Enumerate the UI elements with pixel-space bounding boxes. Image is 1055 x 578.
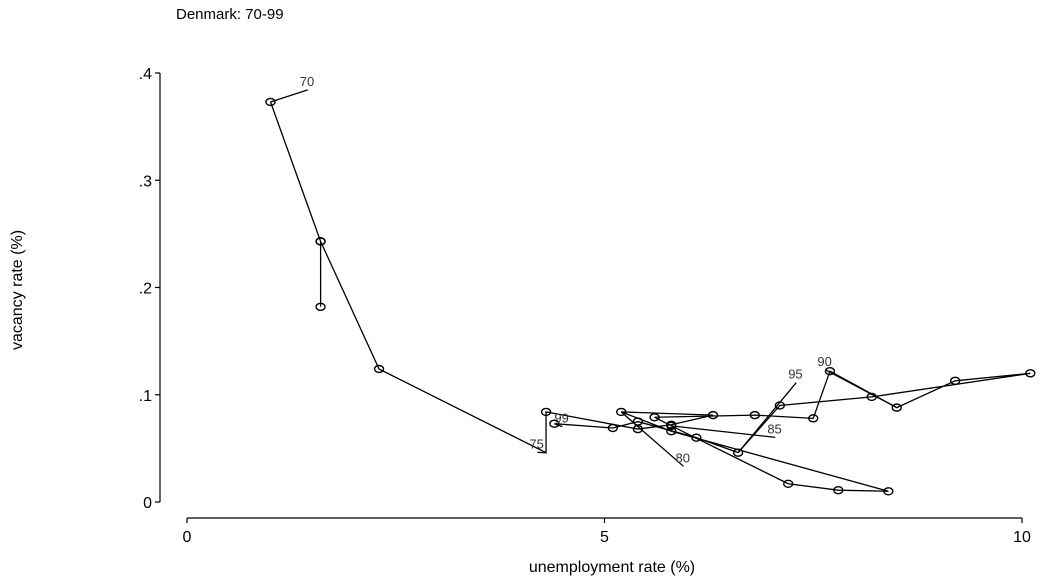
x-tick-label: 5 — [600, 529, 609, 546]
data-point-marker — [749, 410, 760, 420]
data-point-marker — [540, 407, 552, 417]
x-tick-label: 0 — [183, 529, 192, 546]
label-connector — [671, 425, 776, 439]
year-label: 90 — [817, 354, 831, 369]
series-line — [269, 101, 1031, 492]
data-point-marker — [315, 302, 326, 312]
data-point-marker — [607, 423, 619, 433]
data-point-marker — [891, 403, 902, 412]
y-tick-label: 0 — [143, 495, 152, 512]
y-tick-label: .3 — [139, 173, 152, 190]
data-point-marker — [315, 237, 326, 246]
marker-layer — [265, 97, 1036, 496]
year-label: 75 — [529, 436, 543, 451]
data-point-marker — [950, 376, 961, 386]
year-label: 99 — [554, 411, 568, 426]
data-point-marker — [666, 421, 677, 431]
label-connector — [737, 382, 797, 454]
y-tick-label: .4 — [139, 66, 152, 83]
data-point-marker — [549, 419, 560, 428]
chart-title: Denmark: 70-99 — [176, 6, 284, 23]
year-label: 95 — [788, 367, 802, 382]
year-label: 80 — [675, 450, 689, 465]
data-point-marker — [808, 414, 819, 423]
data-point-marker — [833, 486, 844, 495]
data-point-marker — [774, 401, 786, 410]
data-point-marker — [866, 392, 877, 402]
label-connector — [270, 89, 308, 103]
x-axis: 0 5 10 — [183, 517, 1031, 546]
year-label: 85 — [767, 421, 781, 436]
y-tick-label: .2 — [139, 281, 152, 298]
data-point-marker — [732, 448, 744, 457]
x-tick-label: 10 — [1013, 529, 1031, 546]
label-connector — [825, 369, 898, 409]
x-axis-label: unemployment rate (%) — [529, 559, 695, 576]
data-point-marker — [691, 433, 702, 442]
data-point-marker — [883, 487, 894, 496]
data-point-marker — [616, 407, 627, 417]
data-point-marker — [824, 366, 836, 376]
series-layer — [269, 89, 1031, 492]
data-point-marker — [373, 364, 385, 374]
data-point-marker — [783, 479, 794, 488]
y-tick-label: .1 — [139, 388, 152, 405]
data-point-marker — [265, 97, 276, 107]
point-label-layer: 70 75 80 85 90 95 99 — [300, 74, 832, 465]
data-point-marker — [707, 410, 719, 420]
y-axis: 0 .1 .2 .3 .4 — [139, 66, 161, 512]
label-connector — [620, 411, 684, 467]
data-point-marker — [649, 413, 660, 422]
data-point-marker — [666, 427, 677, 436]
year-label: 70 — [300, 74, 314, 89]
data-point-marker — [632, 417, 644, 426]
y-axis-label: vacancy rate (%) — [9, 230, 26, 350]
data-point-marker — [1025, 369, 1036, 378]
